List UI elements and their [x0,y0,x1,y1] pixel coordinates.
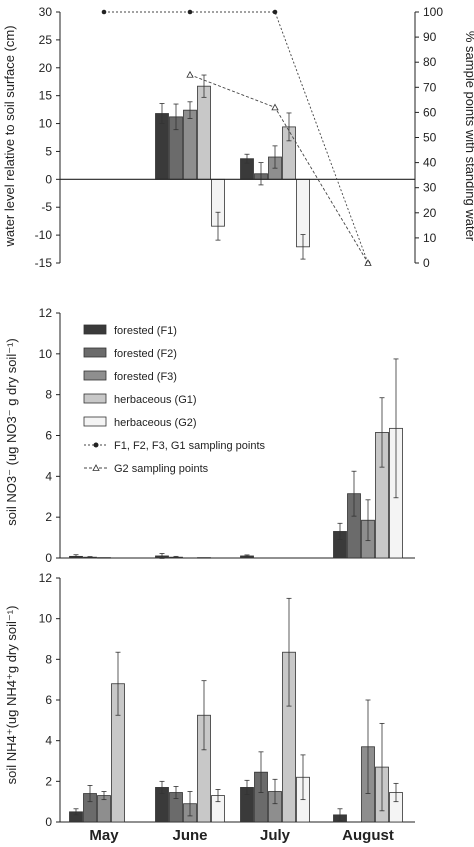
y2-tick-label: 50 [423,131,437,145]
legend-swatch-G1 [83,393,107,404]
y2-tick-label: 70 [423,80,437,94]
y2-tick-label: 30 [423,181,437,195]
y-tick-label: 4 [45,469,52,483]
nitrate-panel: soil NO3⁻ (ug NO3⁻ g dry soil⁻¹) 0 2 4 6 8 10… [4,306,415,565]
y-tick-label: 0 [45,815,52,829]
y2-tick-label: 80 [423,55,437,69]
sampling-point-marker [101,9,107,15]
y2-tick-label: 40 [423,156,437,170]
y-tick-label: 10 [39,612,53,626]
y-tick-label: 6 [45,429,52,443]
y-tick-label: 0 [45,172,52,186]
water-level-panel: water level relative to soil surface (cm… [2,5,474,270]
legend-label-F1G1: F1, F2, F3, G1 sampling points [114,440,266,452]
month-label-august: August [342,827,394,844]
y2-tick-label: 0 [423,256,430,270]
legend-swatch-F2 [83,347,107,358]
bar-G1-june [197,557,211,559]
y-tick-label: 6 [45,693,52,707]
legend-swatch-G2 [83,416,107,427]
legend-label-F1: forested (F1) [114,325,177,337]
y-tick-label: 25 [39,33,53,47]
bar-F3-may [97,557,111,559]
y-tick-label: 8 [45,652,52,666]
legend-swatch-F1 [83,324,107,335]
month-label-july: July [260,827,291,844]
legend-label-G2: herbaceous (G2) [114,417,197,429]
legend-marker-triangle [92,464,100,471]
y-tick-label: 10 [39,347,53,361]
y-tick-label: 12 [39,571,53,585]
y-tick-label: 12 [39,306,53,320]
bar-G1-june [197,85,211,180]
y2-tick-label: 100 [423,5,443,19]
legend-label-G2: G2 sampling points [114,463,209,475]
y-tick-label: -15 [35,256,53,270]
legend-label-F3: forested (F3) [114,371,177,383]
y-tick-label: 10 [39,117,53,131]
y-tick-label: 2 [45,510,52,524]
ammonium-y-axis-label: soil NH4⁺(ug NH4⁺g dry soil⁻¹) [4,606,19,785]
y-tick-label: -10 [35,228,53,242]
g2-sampling-point-marker [186,70,194,78]
legend-label-G1: herbaceous (G1) [114,394,197,406]
y-tick-label: 4 [45,734,52,748]
y2-tick-label: 20 [423,206,437,220]
y-tick-label: 0 [45,551,52,565]
y-tick-label: 8 [45,388,52,402]
y-tick-label: 20 [39,61,53,75]
y2-tick-label: 90 [423,30,437,44]
month-axis: May June July August [89,827,393,844]
g2-sampling-point-marker [271,103,279,111]
sampling-line-f1-f2-f3-g1 [104,11,369,264]
ammonium-panel: soil NH4⁺(ug NH4⁺g dry soil⁻¹) 0 2 4 6 8 10 12 [4,571,415,829]
y-tick-label: -5 [41,200,52,214]
legend-marker-circle [93,442,99,448]
y2-tick-label: 10 [423,231,437,245]
g2-sampling-point-marker [364,259,372,266]
month-label-may: May [89,827,119,844]
nitrate-y-axis-label: soil NO3⁻ (ug NO3⁻ g dry soil⁻¹) [4,338,19,525]
y2-tick-label: 60 [423,105,437,119]
sampling-point-marker [187,9,193,15]
month-label-june: June [172,827,207,844]
sampling-point-marker [272,9,278,15]
legend-swatch-F3 [83,370,107,381]
y-tick-label: 30 [39,5,53,19]
legend: forested (F1) forested (F2) forested (F3) h… [83,324,266,475]
y-tick-label: 2 [45,774,52,788]
y-tick-label: 15 [39,89,53,103]
bar-F3-june [183,109,197,180]
y-tick-label: 5 [45,144,52,158]
legend-label-F2: forested (F2) [114,348,177,360]
standing-water-y2-axis-label: % sample points with standing water [463,31,474,242]
water-level-y-axis-label: water level relative to soil surface (cm… [2,25,17,247]
